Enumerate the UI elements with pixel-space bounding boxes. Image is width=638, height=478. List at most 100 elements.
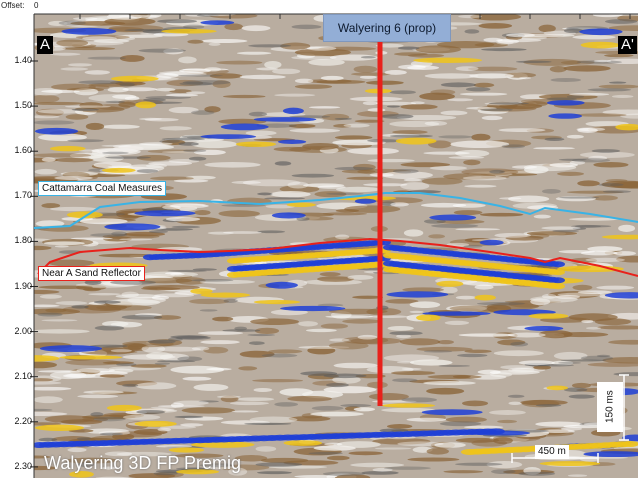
seismic-wiggle [302,143,339,150]
seismic-event [528,313,569,319]
seismic-wiggle [118,15,160,18]
seismic-wiggle [200,340,240,345]
seismic-wiggle [109,368,134,373]
seismic-wiggle [424,219,446,224]
seismic-wiggle [459,92,508,96]
seismic-wiggle [348,451,383,456]
seismic-wiggle [570,224,601,228]
seismic-wiggle [326,455,350,461]
seismic-wiggle [264,60,282,69]
seismic-wiggle [34,94,60,103]
seismic-wiggle [401,367,422,371]
well-label[interactable]: Walyering 6 (prop) [323,14,451,42]
sand-reflector-band [551,261,565,268]
seismic-wiggle [49,206,98,212]
seismic-event [59,355,123,360]
seismic-event [615,123,638,131]
seismic-wiggle [463,245,483,248]
seismic-wiggle [302,183,345,188]
seismic-wiggle [438,364,471,367]
seismic-wiggle [402,287,444,293]
seismic-wiggle [473,82,495,88]
seismic-wiggle [443,470,484,474]
seismic-wiggle [65,114,89,120]
seismic-wiggle [538,24,556,33]
seismic-event [280,305,346,312]
seismic-wiggle [508,401,522,406]
seismic-wiggle [204,161,261,168]
seismic-wiggle [555,196,596,202]
seismic-wiggle [446,305,487,313]
seismic-wiggle [385,298,419,304]
seismic-wiggle [384,70,407,75]
seismic-event [474,294,496,301]
seismic-wiggle [83,390,124,394]
seismic-wiggle [41,319,78,322]
seismic-wiggle [552,229,580,233]
seismic-wiggle [163,48,184,55]
seismic-wiggle [88,293,121,296]
seismic-wiggle [602,109,638,116]
seismic-wiggle [144,117,179,122]
seismic-wiggle [177,356,203,362]
seismic-wiggle [323,373,367,379]
seismic-wiggle [165,216,201,222]
seismic-wiggle [381,171,433,180]
seismic-wiggle [194,210,211,216]
seismic-wiggle [291,173,335,178]
seismic-wiggle [396,360,415,364]
seismic-wiggle [507,332,546,338]
seismic-wiggle [604,53,634,58]
seismic-wiggle [60,67,89,71]
seismic-wiggle [162,205,181,210]
seismic-wiggle [255,462,303,467]
seismic-wiggle [367,158,415,163]
seismic-wiggle [343,123,370,128]
seismic-wiggle [340,404,372,408]
seismic-wiggle [455,462,503,466]
seismic-wiggle [138,277,193,284]
seismic-wiggle [114,34,163,38]
cattamarra-coal-label[interactable]: Cattamarra Coal Measures [38,181,167,196]
seismic-wiggle [498,128,546,133]
near-a-sand-label[interactable]: Near A Sand Reflector [38,266,145,281]
seismic-wiggle [147,149,199,154]
seismic-wiggle [83,287,101,292]
seismic-wiggle [541,226,581,230]
seismic-wiggle [104,451,133,457]
seismic-wiggle [480,108,513,112]
seismic-wiggle [185,14,209,17]
seismic-wiggle [122,383,139,388]
seismic-wiggle [288,123,316,128]
seismic-wiggle [360,55,376,59]
seismic-wiggle [463,425,504,429]
seismic-wiggle [464,29,480,34]
horizontal-scale-label: 450 m [535,445,569,459]
seismic-wiggle [99,374,125,378]
seismic-wiggle [535,404,562,407]
seismic-wiggle [341,169,376,174]
seismic-wiggle [107,165,134,168]
seismic-wiggle [375,101,417,106]
seismic-wiggle [64,105,111,108]
seismic-wiggle [41,203,61,209]
seismic-wiggle [34,386,72,391]
seismic-wiggle [597,325,638,330]
seismic-wiggle [426,448,449,455]
seismic-wiggle [180,423,204,427]
seismic-wiggle [553,351,588,360]
seismic-wiggle [586,326,601,330]
seismic-wiggle [70,21,126,26]
seismic-wiggle [156,360,196,363]
seismic-wiggle [35,220,65,227]
section-start-label: A [37,36,54,54]
seismic-wiggle [43,241,85,246]
seismic-wiggle [431,223,479,228]
seismic-wiggle [238,366,258,371]
seismic-event [386,291,449,298]
seismic-wiggle [78,149,100,152]
seismic-wiggle [592,14,623,18]
seismic-wiggle [318,46,377,51]
cattamarra-coal-horizon-line [33,192,638,229]
seismic-wiggle [419,92,455,101]
